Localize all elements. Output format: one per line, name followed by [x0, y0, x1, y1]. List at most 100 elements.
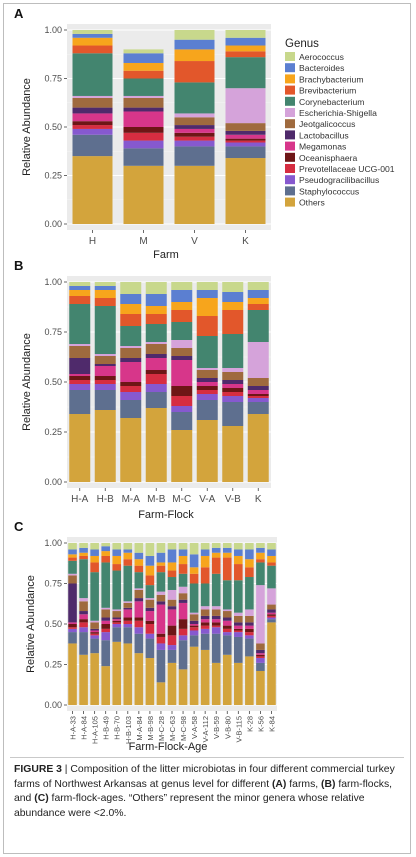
bar-segment-megamonas	[123, 111, 164, 127]
bar-segment-others	[222, 654, 232, 705]
bar-segment-aerococcus	[200, 543, 210, 550]
bar-segment-brachybacterium	[123, 62, 164, 71]
bar-segment-staphylococcus	[79, 632, 88, 655]
bar-segment-others	[225, 158, 266, 224]
bar-segment-pseudogracilibacillus	[94, 384, 116, 390]
bar-segment-staphylococcus	[145, 392, 167, 408]
bar-segment-jeotgalicoccus	[222, 372, 244, 380]
x-tick-label: M-B-98	[146, 716, 155, 741]
x-tick-label: V-A-58	[190, 716, 199, 739]
figure-svg: A 0.00 0.25 0.50 0.75 1.00 H M V K Farm Relative Ab…	[14, 6, 395, 753]
bar-segment-aerococcus	[120, 282, 142, 294]
bar-segment-oceanisphaera	[123, 127, 164, 133]
bar-segment-prevotellaceae-ucg-001	[94, 380, 116, 384]
x-axis-title: Farm	[153, 249, 179, 261]
bar-segment-prevotellaceae-ucg-001	[171, 396, 193, 406]
bar-segment-lactobacillus	[145, 607, 155, 612]
bar-segment-escherichia-shigella	[178, 586, 188, 594]
bar-segment-prevotellaceae-ucg-001	[196, 390, 218, 394]
bar-segment-staphylococcus	[90, 638, 99, 654]
bar-segment-aerococcus	[196, 282, 218, 290]
bar-segment-escherichia-shigella	[256, 585, 265, 644]
bar-segment-megamonas	[225, 134, 266, 139]
bar-segment-lactobacillus	[211, 615, 221, 620]
x-tick-label: H-A	[71, 494, 89, 505]
bar-segment-jeotgalicoccus	[171, 348, 193, 356]
legend-label: Pseudogracilibacillus	[299, 175, 379, 185]
bar-segment-oceanisphaera	[101, 624, 110, 629]
bar-segment-bacteroides	[72, 33, 113, 38]
caption-figure-label: FIGURE 3	[14, 764, 62, 775]
bar-segment-prevotellaceae-ucg-001	[189, 627, 199, 631]
bar-segment-aerococcus	[134, 543, 144, 553]
bar-segment-brevibacterium	[101, 555, 110, 563]
bar-segment-prevotellaceae-ucg-001	[72, 125, 113, 129]
bar-segment-brachybacterium	[222, 552, 232, 558]
x-tick-label: V-A-112	[201, 716, 210, 743]
legend-key-corynebacterium	[285, 96, 295, 106]
y-tick-label: 0.00	[44, 700, 62, 710]
bar-segment-brachybacterium	[178, 555, 188, 565]
bar-segment-megamonas	[101, 620, 110, 624]
y-tick-label: 0.50	[44, 122, 62, 132]
y-tick-label: 1.00	[44, 25, 62, 35]
bar-segment-jeotgalicoccus	[134, 589, 144, 599]
bar-segment-bacteroides	[101, 546, 110, 552]
bar-segment-corynebacterium	[145, 585, 155, 599]
bar-segment-escherichia-shigella	[174, 113, 215, 118]
bar-segment-prevotellaceae-ucg-001	[222, 392, 244, 396]
bar-segment-bacteroides	[200, 549, 210, 556]
bar-segment-megamonas	[222, 620, 232, 626]
bar-segment-pseudogracilibacillus	[145, 633, 155, 639]
bar-segment-lactobacillus	[234, 622, 243, 626]
bar-segment-others	[94, 410, 116, 482]
bar-segment-aerococcus	[156, 543, 166, 553]
bar-segment-brachybacterium	[196, 298, 218, 316]
bar-segment-aerococcus	[69, 282, 91, 286]
bar-segment-brevibacterium	[178, 564, 188, 574]
legend-label: Staphylococcus	[299, 186, 359, 196]
bar-segment-pseudogracilibacillus	[211, 627, 221, 634]
bar-segment-escherichia-shigella	[90, 620, 99, 623]
bar-segment-pseudogracilibacillus	[234, 632, 243, 637]
bar-segment-bacteroides	[196, 290, 218, 298]
bar-segment-lactobacillus	[222, 617, 232, 621]
bar-segment-corynebacterium	[123, 78, 164, 96]
bar-segment-lactobacillus	[145, 354, 167, 358]
bar-segment-bacteroides	[94, 286, 116, 290]
bar-segment-corynebacterium	[234, 580, 243, 613]
x-tick-label: H-B-70	[113, 716, 122, 740]
bar-segment-pseudogracilibacillus	[112, 624, 122, 628]
bar-segment-jeotgalicoccus	[222, 611, 232, 618]
bar-segment-megamonas	[145, 358, 167, 370]
bar-segment-pseudogracilibacillus	[225, 142, 266, 147]
bar-segment-oceanisphaera	[134, 617, 144, 621]
bar-segment-lactobacillus	[189, 620, 199, 624]
bar-segment-oceanisphaera	[222, 388, 244, 392]
bar-segment-bacteroides	[225, 37, 266, 46]
bar-segment-escherichia-shigella	[189, 612, 199, 615]
bar-segment-jeotgalicoccus	[123, 602, 133, 608]
bar-segment-others	[145, 658, 155, 705]
bar-segment-corynebacterium	[123, 565, 133, 602]
bar-segment-megamonas	[94, 366, 116, 376]
bar-segment-brevibacterium	[245, 567, 254, 578]
bar-segment-bacteroides	[245, 549, 254, 560]
bar-segment-megamonas	[178, 602, 188, 620]
bar-segment-corynebacterium	[94, 306, 116, 354]
bar-segment-jeotgalicoccus	[196, 370, 218, 378]
bar-segment-lactobacillus	[94, 364, 116, 366]
bar-segment-aerococcus	[145, 282, 167, 294]
y-tick-label: 0.75	[44, 74, 62, 84]
bar-segment-bacteroides	[69, 286, 91, 290]
bar-segment-staphylococcus	[245, 638, 254, 657]
bar-segment-staphylococcus	[145, 638, 155, 659]
bar-segment-pseudogracilibacillus	[167, 645, 177, 650]
bar-segment-aerococcus	[68, 543, 77, 550]
bar-segment-prevotellaceae-ucg-001	[101, 628, 110, 633]
bar-segment-megamonas	[171, 360, 193, 386]
bar-segment-pseudogracilibacillus	[174, 140, 215, 147]
bar-segment-bacteroides	[79, 547, 88, 553]
legend-key-aerococcus	[285, 52, 295, 61]
bar-segment-jeotgalicoccus	[225, 123, 266, 131]
